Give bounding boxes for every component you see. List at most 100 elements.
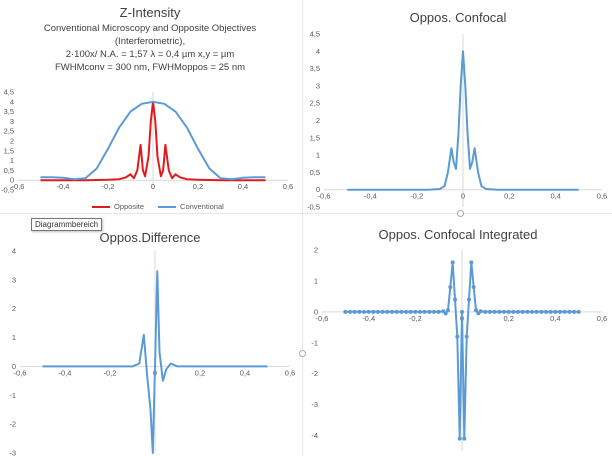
x-tick-label: 0 <box>461 192 465 201</box>
resize-handle-top[interactable] <box>457 210 464 217</box>
y-tick-label: 3 <box>10 117 14 126</box>
y-tick-label: 2,5 <box>310 99 320 108</box>
y-tick-label: -3 <box>9 449 16 456</box>
y-tick-label: 0 <box>316 185 320 194</box>
y-tick-label: 3 <box>316 81 320 90</box>
data-point <box>418 309 422 314</box>
y-tick-label: -1 <box>9 391 16 400</box>
x-tick-label: 0,4 <box>240 368 250 377</box>
y-tick-label: 3 <box>12 275 16 284</box>
data-point <box>371 309 376 314</box>
data-point <box>576 309 581 314</box>
data-point <box>348 309 352 314</box>
x-tick-label: -0,6 <box>316 314 329 323</box>
data-point <box>558 309 562 314</box>
x-tick-label: -0,4 <box>59 368 72 377</box>
chart-z-intensity[interactable]: Z-Intensity Conventional Microscopy and … <box>0 0 300 212</box>
y-tick-label: -0,5 <box>1 186 14 195</box>
x-tick-label: -0,2 <box>409 314 422 323</box>
data-point <box>506 309 511 314</box>
x-tick-label: 0,6 <box>283 182 293 191</box>
data-point <box>464 334 469 339</box>
x-tick-label: 0,2 <box>193 182 203 191</box>
y-tick-label: -4 <box>311 431 318 440</box>
chart-oppos-confocal[interactable]: Oppos. Confocal -0,6 -0,4 -0,2 0 0,2 0,4 0,6 -0… <box>304 0 612 212</box>
x-tick-label: 0,4 <box>238 182 248 191</box>
y-tick-label: 0,5 <box>4 166 14 175</box>
data-point <box>413 309 418 314</box>
data-point <box>457 436 462 441</box>
data-point <box>453 297 457 302</box>
chart-title: Z-Intensity <box>119 5 181 20</box>
data-point <box>460 309 464 314</box>
data-point <box>394 309 399 314</box>
chart-subtitle-4: FWHMconv = 300 nm, FWHMoppos = 25 nm <box>54 62 246 73</box>
y-tick-label: 0 <box>12 362 16 371</box>
y-tick-label: -3 <box>311 400 318 409</box>
y-tick-label: 1,5 <box>310 133 320 142</box>
chart-plot-area: -0,6 -0,4 -0,2 0 0,2 0,4 0,6-0,500,511,522,533… <box>307 30 607 212</box>
chart-title: Oppos. Confocal <box>409 10 507 25</box>
data-point <box>471 285 476 290</box>
data-point <box>548 309 553 314</box>
y-tick-label: 1 <box>314 276 318 285</box>
y-tick-label: -1 <box>311 338 318 347</box>
legend-label-opposite: Opposite <box>114 202 145 211</box>
data-point <box>562 309 567 314</box>
data-point <box>427 309 432 314</box>
x-tick-label: 0,2 <box>195 368 205 377</box>
data-point <box>404 309 408 314</box>
x-tick-label: 0,4 <box>550 192 560 201</box>
resize-handle-right[interactable] <box>299 350 306 357</box>
y-tick-label: 4,5 <box>310 30 320 39</box>
data-point <box>376 309 380 314</box>
horizontal-divider <box>0 213 612 214</box>
data-point <box>520 309 525 314</box>
chart-area-tooltip: Diagrammbereich <box>31 218 103 231</box>
series-line-0 <box>347 50 579 191</box>
data-point <box>462 436 467 441</box>
y-tick-label: 4 <box>316 47 320 56</box>
x-tick-label: -0,6 <box>318 192 331 201</box>
x-tick-label: -0,6 <box>12 182 25 191</box>
chart-oppos-difference[interactable]: Oppos.Difference -0,6 -0,4 -0,2 0 0,2 0,4 0,6 -… <box>0 215 300 456</box>
legend-swatch-conventional <box>158 205 177 208</box>
chart-title: Oppos. Confocal Integrated <box>378 227 538 242</box>
chart-oppos-confocal-integrated[interactable]: Oppos. Confocal Integrated -0,6 -0,4 -0,2 0… <box>304 215 612 456</box>
chart-subtitle-1: Conventional Microscopy and Opposite Obj… <box>43 23 257 34</box>
data-point <box>448 285 453 290</box>
x-tick-label: -0,4 <box>364 192 377 201</box>
data-point <box>567 309 572 314</box>
data-point <box>422 309 427 314</box>
data-point <box>474 308 478 313</box>
chart-legend: Opposite Conventional <box>92 202 224 211</box>
chart-plot-area: -0,6 -0,4 -0,2 0 0,2 0,4 0,6-0,500,511,522,533… <box>1 88 293 195</box>
x-tick-label: -0,4 <box>57 182 70 191</box>
y-tick-label: 2 <box>10 137 14 146</box>
x-tick-label: -0,2 <box>410 192 423 201</box>
x-tick-label: -0,2 <box>102 182 115 191</box>
y-tick-label: 3,5 <box>310 64 320 73</box>
y-tick-label: 1,5 <box>4 146 14 155</box>
data-point <box>478 309 483 314</box>
legend-item-opposite: Opposite <box>92 202 144 211</box>
data-point <box>390 309 394 314</box>
x-tick-label: 0,4 <box>550 314 560 323</box>
data-point <box>511 309 516 314</box>
legend-label-conventional: Conventional <box>180 202 224 211</box>
data-point <box>343 309 348 314</box>
data-point <box>483 309 488 314</box>
data-point <box>436 309 441 314</box>
series-line-0 <box>42 270 268 454</box>
data-point <box>362 309 366 314</box>
y-tick-label: 2 <box>314 246 318 255</box>
x-tick-label: 0,2 <box>503 314 513 323</box>
x-tick-label: -0,2 <box>104 368 117 377</box>
y-tick-label: 2 <box>12 304 16 313</box>
data-point <box>450 260 455 265</box>
data-point <box>572 309 576 314</box>
data-point <box>408 309 413 314</box>
chart-subtitle-2: (Interferometric), <box>114 36 186 47</box>
